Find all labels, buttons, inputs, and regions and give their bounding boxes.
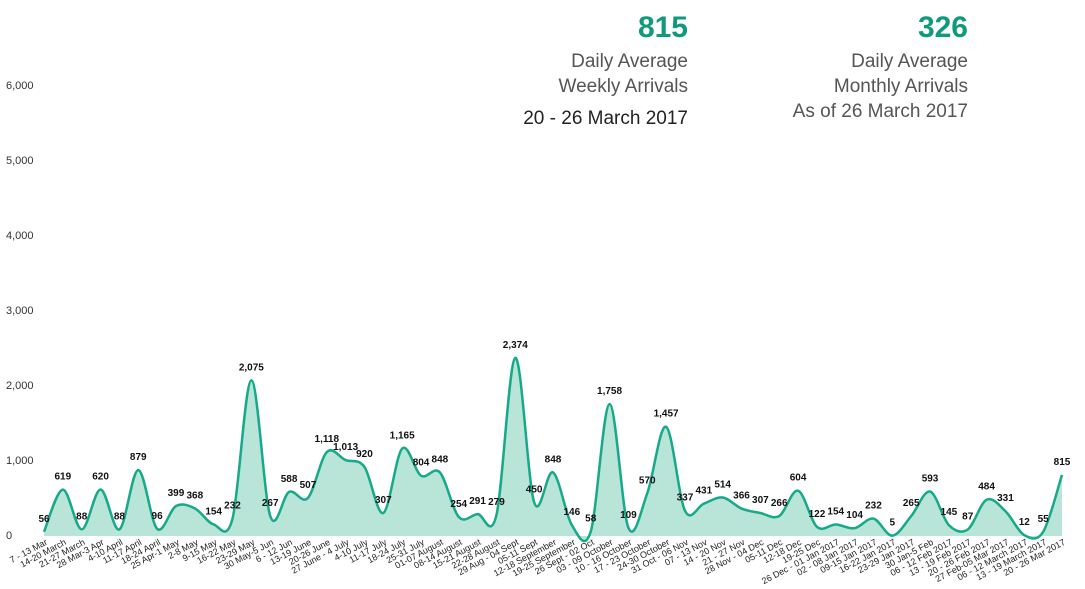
data-label: 87 (962, 511, 974, 522)
data-label: 507 (300, 480, 317, 491)
y-tick-label: 3,000 (6, 305, 34, 317)
data-label: 291 (469, 496, 486, 507)
data-label: 146 (564, 507, 581, 518)
data-label: 620 (92, 472, 109, 483)
data-label: 279 (488, 497, 505, 508)
data-label: 5 (890, 518, 896, 529)
weekly-line: Weekly Arrivals (558, 76, 688, 97)
data-label: 88 (76, 511, 88, 522)
data-label: 619 (55, 472, 72, 483)
data-label: 1,118 (315, 434, 340, 445)
data-label: 1,165 (390, 431, 415, 442)
weekly-value: 815 (638, 11, 688, 44)
data-label: 1,457 (654, 409, 679, 420)
data-label: 55 (1038, 514, 1050, 525)
data-label: 368 (186, 490, 203, 501)
data-label: 2,374 (503, 340, 528, 351)
data-label: 58 (585, 514, 597, 525)
weekly-period: 20 - 26 March 2017 (523, 108, 688, 129)
data-label: 593 (922, 474, 939, 485)
line (42, 356, 1064, 543)
data-label: 848 (545, 454, 562, 465)
data-label: 232 (224, 501, 241, 512)
data-label: 145 (941, 507, 958, 518)
monthly-line: Monthly Arrivals (834, 76, 968, 97)
data-label: 254 (450, 499, 467, 510)
monthly-period: As of 26 March 2017 (793, 101, 968, 122)
data-label: 12 (1019, 517, 1031, 528)
monthly-value: 326 (918, 11, 968, 44)
data-label: 109 (620, 510, 637, 521)
data-label: 804 (413, 458, 430, 469)
data-label: 848 (432, 454, 449, 465)
data-label: 570 (639, 475, 656, 486)
data-label: 484 (978, 482, 995, 493)
y-tick-label: 4,000 (6, 230, 34, 242)
area (44, 357, 1062, 542)
y-tick-label: 5,000 (6, 155, 34, 167)
y-tick-label: 6,000 (6, 80, 34, 92)
data-label: 366 (733, 491, 750, 502)
data-label: 815 (1054, 457, 1071, 468)
data-label: 920 (356, 449, 373, 460)
data-label: 104 (846, 510, 863, 521)
data-label: 1,758 (597, 386, 622, 397)
monthly-line: Daily Average (851, 51, 968, 72)
y-tick-label: 1,000 (6, 455, 34, 467)
data-label: 232 (865, 501, 882, 512)
data-label: 2,075 (239, 362, 264, 373)
data-label: 431 (695, 486, 712, 497)
data-label: 154 (827, 506, 844, 517)
data-label: 514 (714, 479, 731, 490)
data-label: 154 (205, 506, 222, 517)
data-label: 96 (152, 511, 164, 522)
data-label: 1,013 (333, 442, 358, 453)
data-label: 604 (790, 473, 807, 484)
data-label: 879 (130, 452, 147, 463)
y-tick-label: 0 (6, 530, 12, 542)
weekly-line: Daily Average (571, 51, 688, 72)
data-label: 588 (281, 474, 298, 485)
data-label: 399 (168, 488, 185, 499)
data-label: 88 (114, 511, 126, 522)
data-label: 265 (903, 498, 920, 509)
y-tick-label: 2,000 (6, 380, 34, 392)
data-label: 266 (771, 498, 788, 509)
data-label: 267 (262, 498, 279, 509)
data-label: 331 (997, 493, 1014, 504)
data-label: 337 (677, 493, 694, 504)
data-label: 56 (38, 514, 50, 525)
data-label: 122 (809, 509, 826, 520)
data-label: 450 (526, 484, 543, 495)
data-label: 307 (752, 495, 769, 506)
data-label: 307 (375, 495, 392, 506)
